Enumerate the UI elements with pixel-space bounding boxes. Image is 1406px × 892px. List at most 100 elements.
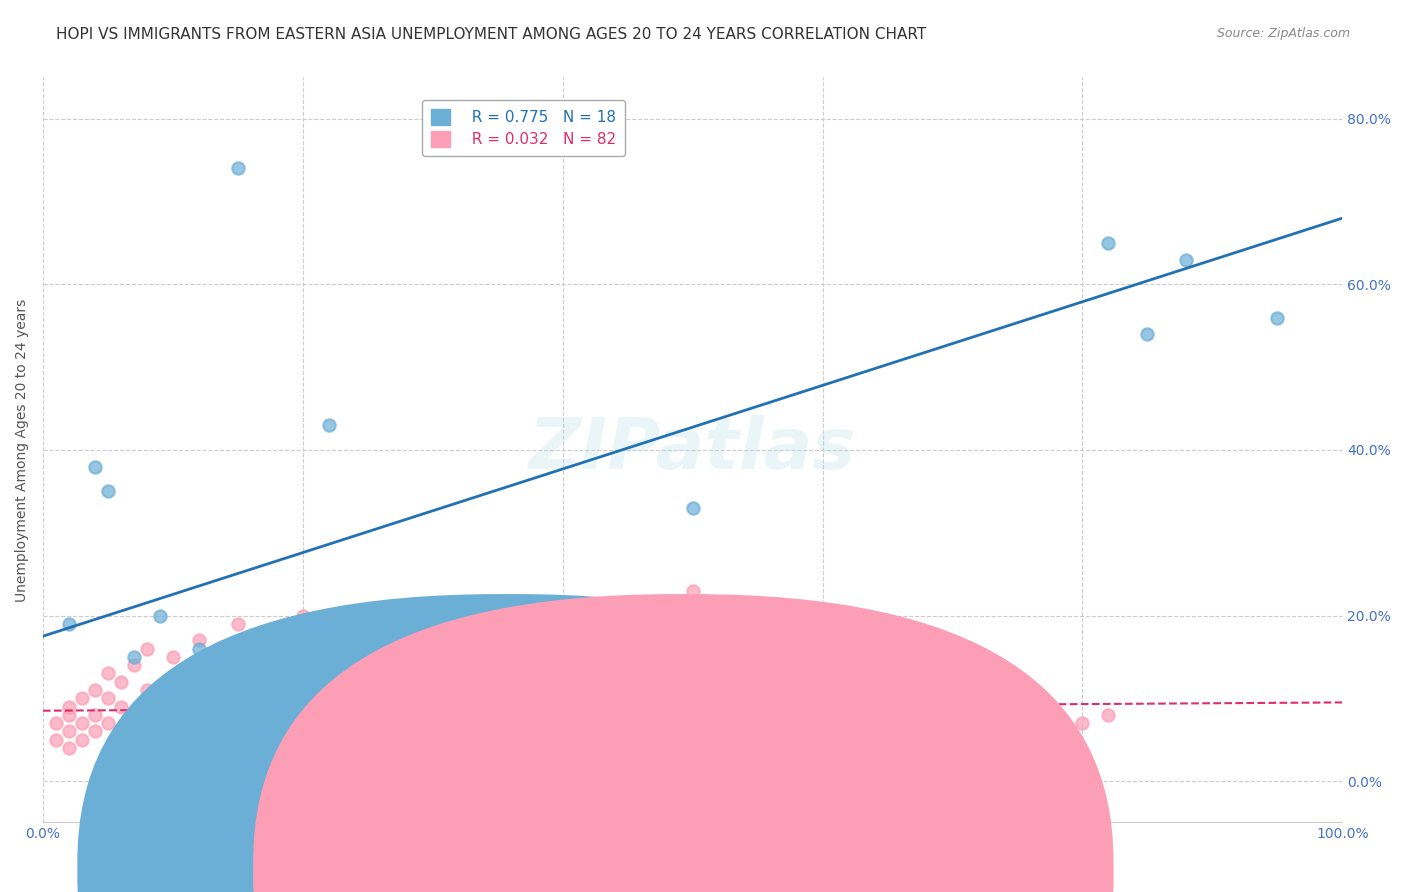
Point	[447, 699, 470, 714]
Point	[70, 716, 93, 731]
Point	[58, 616, 80, 631]
Point	[318, 418, 340, 433]
Point	[135, 641, 157, 656]
Point	[512, 691, 534, 706]
Point	[162, 707, 184, 722]
Point	[1175, 252, 1198, 267]
Point	[811, 699, 834, 714]
Point	[707, 707, 730, 722]
Point	[110, 674, 132, 689]
Point	[266, 641, 288, 656]
Point	[135, 683, 157, 698]
Point	[318, 633, 340, 648]
Point	[83, 724, 105, 739]
Text: ZIPatlas: ZIPatlas	[529, 416, 856, 484]
Point	[460, 649, 482, 664]
Text: Source: ZipAtlas.com: Source: ZipAtlas.com	[1216, 27, 1350, 40]
Point	[122, 658, 145, 673]
Point	[83, 683, 105, 698]
Point	[863, 707, 886, 722]
Point	[239, 691, 262, 706]
Point	[526, 707, 548, 722]
Point	[97, 484, 120, 499]
Point	[187, 641, 209, 656]
Point	[122, 707, 145, 722]
Point	[226, 616, 249, 631]
Point	[474, 683, 496, 698]
Point	[58, 724, 80, 739]
Point	[201, 707, 224, 722]
Point	[214, 658, 236, 673]
Point	[149, 699, 172, 714]
Point	[330, 658, 353, 673]
Point	[551, 683, 574, 698]
Point	[434, 674, 457, 689]
Point	[110, 724, 132, 739]
Point	[162, 674, 184, 689]
Point	[174, 691, 197, 706]
Text: Immigrants from Eastern Asia: Immigrants from Eastern Asia	[711, 859, 920, 872]
Point	[603, 716, 626, 731]
Point	[201, 683, 224, 698]
Point	[266, 666, 288, 681]
Point	[58, 707, 80, 722]
Legend:   R = 0.775   N = 18,   R = 0.032   N = 82: R = 0.775 N = 18, R = 0.032 N = 82	[422, 100, 626, 156]
Point	[499, 641, 522, 656]
Point	[45, 716, 67, 731]
Point	[305, 674, 328, 689]
Point	[357, 616, 380, 631]
Point	[226, 674, 249, 689]
Point	[526, 666, 548, 681]
Text: HOPI VS IMMIGRANTS FROM EASTERN ASIA UNEMPLOYMENT AMONG AGES 20 TO 24 YEARS CORR: HOPI VS IMMIGRANTS FROM EASTERN ASIA UNE…	[56, 27, 927, 42]
Point	[370, 683, 392, 698]
Point	[915, 724, 938, 739]
Point	[110, 699, 132, 714]
Point	[422, 625, 444, 640]
Point	[83, 707, 105, 722]
Point	[291, 649, 314, 664]
Point	[291, 641, 314, 656]
Point	[187, 666, 209, 681]
Point	[1045, 724, 1067, 739]
Point	[278, 683, 301, 698]
Point	[486, 716, 509, 731]
Point	[253, 699, 276, 714]
Y-axis label: Unemployment Among Ages 20 to 24 years: Unemployment Among Ages 20 to 24 years	[15, 298, 30, 601]
Point	[149, 608, 172, 623]
Point	[747, 691, 769, 706]
Point	[70, 691, 93, 706]
Point	[837, 724, 859, 739]
Point	[83, 459, 105, 474]
Point	[682, 583, 704, 598]
Point	[291, 608, 314, 623]
Point	[70, 732, 93, 747]
Point	[395, 658, 418, 673]
Point	[1136, 327, 1159, 342]
Point	[786, 716, 808, 731]
Point	[122, 649, 145, 664]
Point	[226, 161, 249, 176]
Point	[941, 699, 963, 714]
Point	[967, 716, 990, 731]
Point	[45, 732, 67, 747]
Point	[889, 716, 911, 731]
Point	[58, 699, 80, 714]
Point	[253, 641, 276, 656]
Point	[578, 699, 600, 714]
Point	[135, 724, 157, 739]
Point	[162, 649, 184, 664]
Point	[343, 691, 366, 706]
Point	[266, 625, 288, 640]
Point	[97, 666, 120, 681]
Point	[1097, 707, 1119, 722]
Point	[395, 707, 418, 722]
Point	[1007, 707, 1029, 722]
Point	[58, 741, 80, 756]
Point	[97, 691, 120, 706]
Point	[357, 666, 380, 681]
Point	[187, 633, 209, 648]
Point	[682, 500, 704, 515]
Point	[1265, 310, 1288, 325]
Text: Hopi: Hopi	[547, 859, 578, 872]
Point	[1071, 716, 1094, 731]
